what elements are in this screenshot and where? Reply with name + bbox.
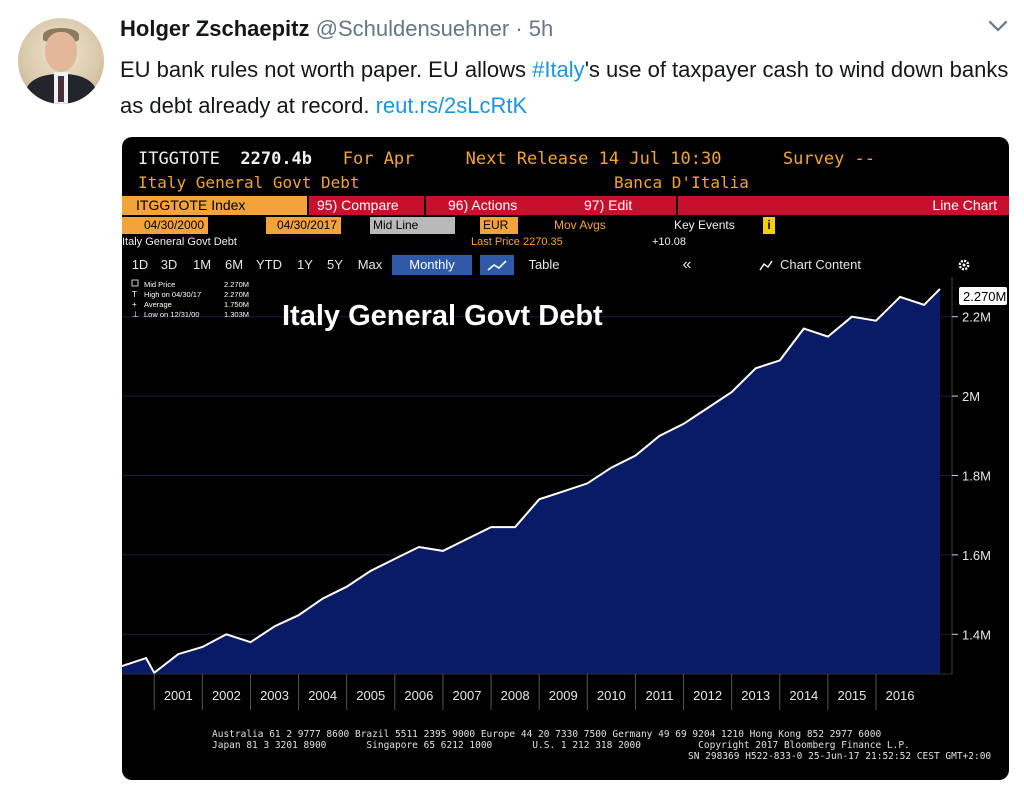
y-tick-label: 1.4M (962, 627, 991, 642)
edit-button[interactable]: 97) Edit (556, 196, 676, 215)
legend-label-2: Average (144, 300, 172, 309)
security-row: Italy General Govt Debt Banca D'Italia (138, 173, 749, 192)
x-tick-label: 2001 (164, 688, 193, 703)
last-value-label: 2.270M (959, 287, 1007, 305)
chart-title: Italy General Govt Debt (282, 300, 603, 332)
legend-value-3: 1.303M (224, 310, 249, 319)
period-1d[interactable]: 1D (131, 257, 149, 272)
currency-select[interactable]: EUR (480, 217, 518, 234)
x-tick-label: 2014 (789, 688, 818, 703)
hashtag-link[interactable]: #Italy (532, 57, 585, 82)
y-tick-label: 1.8M (962, 469, 991, 484)
start-date-field[interactable]: 04/30/2000 (122, 217, 208, 234)
x-tick-label: 2013 (741, 688, 770, 703)
ticker-value: 2270.4b (240, 149, 313, 169)
x-tick-label: 2011 (645, 688, 673, 703)
price-field-select[interactable]: Mid Line (370, 217, 455, 234)
tweet-text: EU bank rules not worth paper. EU allows… (120, 52, 1010, 124)
legend-label-0: Mid Price (144, 280, 175, 289)
footer-line-1: Australia 61 2 9777 8600 Brazil 5511 239… (212, 729, 882, 740)
frequency-select[interactable]: Monthly (392, 255, 472, 275)
ticker: ITGGTOTE (138, 149, 220, 169)
avatar-face (45, 32, 77, 72)
chart-content-icon[interactable] (758, 255, 774, 275)
compare-button[interactable]: 95) Compare (309, 196, 424, 215)
chart-image[interactable]: ITGGTOTE 2270.4b For Apr Next Release 14… (122, 137, 1009, 780)
svg-text:T: T (132, 290, 137, 299)
tweet-text-part2: 's use of taxpayer cash to wind down ban… (120, 57, 1009, 118)
table-button[interactable]: Table (528, 257, 560, 272)
x-tick-label: 2006 (404, 688, 433, 703)
period-ytd[interactable]: YTD (256, 257, 282, 272)
mov-avgs-toggle[interactable]: Mov Avgs (554, 218, 606, 232)
last-value-text: 2.270M (963, 289, 1006, 304)
period-5y[interactable]: 5Y (327, 257, 343, 272)
x-tick-label: 2003 (260, 688, 289, 703)
footer-line-2: Japan 81 3 3201 8900 Singapore 65 6212 1… (212, 740, 910, 751)
y-tick-label: 2.2M (962, 310, 991, 325)
for-label: For Apr (342, 149, 415, 169)
collapse-button[interactable]: « (682, 256, 692, 273)
price-change: +10.08 (652, 236, 686, 248)
period-6m[interactable]: 6M (224, 257, 244, 272)
legend-label-3: Low on 12/31/00 (144, 310, 199, 319)
x-tick-label: 2007 (453, 688, 482, 703)
tweet-header: Holger Zschaepitz @Schuldensuehner · 5h (120, 16, 553, 42)
y-tick-label: 1.6M (962, 548, 991, 563)
author-name[interactable]: Holger Zschaepitz (120, 16, 310, 41)
x-tick-label: 2002 (212, 688, 241, 703)
legend-label-1: High on 04/30/17 (144, 290, 201, 299)
legend: Mid Price 2.270M High on 04/30/17 2.270M… (131, 279, 249, 319)
plot-area: 2001 2002 2003 2004 2005 2006 2007 2008 2009 2010… (122, 277, 1009, 710)
tweet-time[interactable]: 5h (528, 16, 554, 41)
period-3d[interactable]: 3D (160, 257, 178, 272)
period-1m[interactable]: 1M (192, 257, 212, 272)
x-tick-label: 2008 (501, 688, 530, 703)
avatar-tie (58, 76, 64, 102)
x-tick-label: 2010 (597, 688, 626, 703)
y-tick-label: 2M (962, 389, 980, 404)
survey: Survey -- (782, 149, 876, 169)
end-date-field[interactable]: 04/30/2017 (266, 217, 341, 234)
x-tick-label: 2012 (693, 688, 722, 703)
security-name: Italy General Govt Debt (138, 173, 360, 192)
chart-type-menu[interactable]: Line Chart (678, 196, 1009, 215)
series-area (122, 288, 940, 674)
url-link[interactable]: reut.rs/2sLcRtK (375, 93, 528, 118)
series-label: Italy General Govt Debt (122, 236, 237, 248)
tweet-text-part1: EU bank rules not worth paper. EU allows (120, 57, 533, 82)
avatar[interactable] (18, 18, 104, 104)
chart-content-button[interactable]: Chart Content (780, 257, 861, 272)
svg-text:+: + (132, 300, 137, 309)
period-1y[interactable]: 1Y (297, 257, 313, 272)
data-source: Banca D'Italia (614, 173, 749, 192)
chevron-down-icon[interactable] (986, 16, 1010, 36)
x-tick-label: 2009 (549, 688, 578, 703)
actions-button[interactable]: 96) Actions (426, 196, 556, 215)
x-tick-label: 2005 (356, 688, 385, 703)
legend-value-2: 1.750M (224, 300, 249, 309)
gear-icon[interactable] (954, 255, 974, 275)
line-chart-icon[interactable] (480, 255, 514, 275)
period-max[interactable]: Max (357, 257, 383, 272)
series-line (122, 288, 941, 675)
terminal-header-row: ITGGTOTE 2270.4b For Apr Next Release 14… (138, 149, 875, 169)
info-icon[interactable]: i (763, 217, 775, 234)
svg-text:⊥: ⊥ (132, 310, 139, 319)
index-label[interactable]: ITGGTOTE Index (122, 196, 307, 215)
last-price: Last Price 2270.35 (471, 236, 563, 248)
author-handle[interactable]: @Schuldensuehner (315, 16, 510, 41)
period-toolbar: 1D 3D 1M 6M YTD 1Y 5Y Max Monthly Table … (122, 255, 1009, 275)
legend-value-1: 2.270M (224, 290, 249, 299)
next-release: Next Release 14 Jul 10:30 (465, 149, 722, 169)
x-tick-label: 2016 (886, 688, 915, 703)
key-events-toggle[interactable]: Key Events (674, 218, 735, 232)
x-tick-label: 2015 (837, 688, 866, 703)
legend-value-0: 2.270M (224, 280, 249, 289)
footer-line-3: SN 298369 H522-833-0 25-Jun-17 21:52:52 … (688, 751, 992, 762)
x-tick-label: 2004 (308, 688, 337, 703)
separator: · (515, 16, 523, 41)
